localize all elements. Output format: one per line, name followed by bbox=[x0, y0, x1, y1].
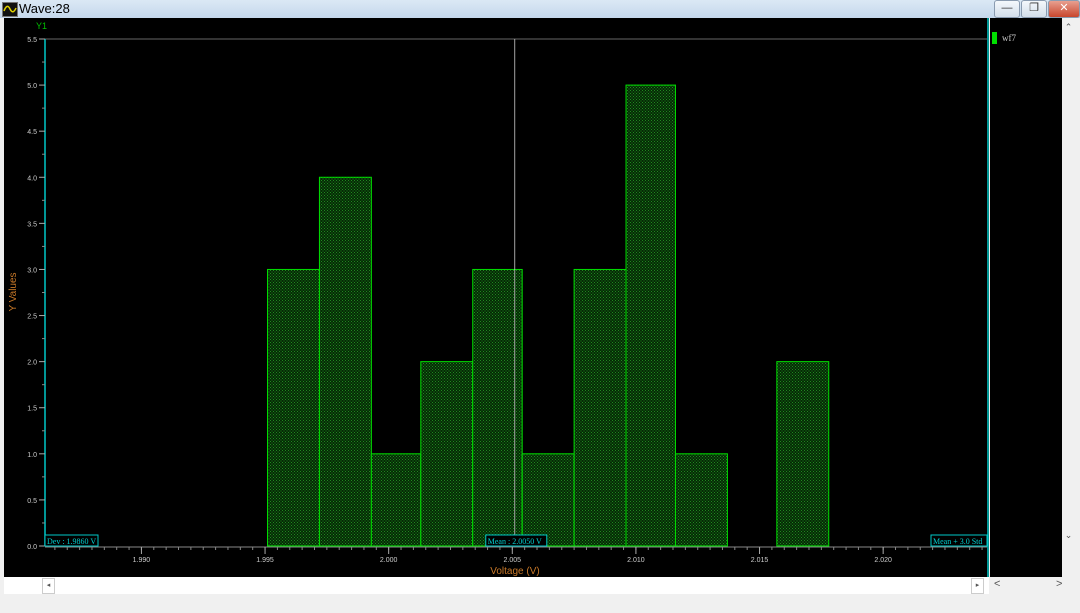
wave-icon bbox=[2, 2, 18, 17]
histogram-bar bbox=[521, 453, 575, 547]
x-tick-label: 1.990 bbox=[133, 557, 151, 564]
scroll-right-button[interactable]: ▸ bbox=[971, 578, 984, 594]
dev-marker-label-box bbox=[44, 534, 99, 547]
restore-button[interactable]: ❐ bbox=[1021, 0, 1047, 18]
y-tick-label: 5.0 bbox=[27, 83, 37, 90]
window-title: Wave:28 bbox=[19, 1, 70, 16]
chevron-up-icon[interactable]: ⌃ bbox=[1064, 22, 1073, 32]
histogram-bar bbox=[674, 453, 728, 547]
y-tick-label: 0.0 bbox=[27, 544, 37, 551]
legend-panel: wf7 bbox=[990, 18, 1062, 577]
y-axis-name: Y1 bbox=[36, 21, 47, 31]
dev-marker-label: Dev : 1.9860 V bbox=[47, 537, 96, 546]
histogram-bar bbox=[267, 268, 320, 547]
mean-marker-label-box bbox=[485, 534, 548, 547]
std-marker-label-box bbox=[930, 534, 988, 547]
y-axis-label: Y Values bbox=[8, 272, 19, 311]
chevron-left-icon[interactable]: < bbox=[994, 578, 1001, 590]
y-tick-label: 2.5 bbox=[27, 314, 37, 321]
mean-marker-label: Mean : 2.0050 V bbox=[488, 537, 542, 546]
y-tick-label: 3.5 bbox=[27, 221, 37, 228]
x-tick-label: 2.015 bbox=[751, 557, 769, 564]
chart-horizontal-scrollbar[interactable]: ◂ ▸ bbox=[4, 577, 989, 594]
legend-entry[interactable]: wf7 bbox=[1002, 33, 1016, 43]
legend-swatch bbox=[992, 32, 997, 44]
legend-horizontal-scrollbar[interactable]: < > bbox=[990, 577, 1075, 594]
std-marker-label: Mean + 3.0 Std bbox=[933, 537, 982, 546]
title-bar: Wave:28 — ❐ ✕ bbox=[0, 0, 1080, 18]
y-tick-label: 3.0 bbox=[27, 267, 37, 274]
y-tick-label: 1.0 bbox=[27, 452, 37, 459]
y-tick-label: 1.5 bbox=[27, 406, 37, 413]
chevron-right-icon[interactable]: > bbox=[1056, 578, 1063, 590]
histogram-bar bbox=[573, 268, 627, 547]
x-tick-label: 2.010 bbox=[627, 557, 645, 564]
x-axis-label: Voltage (V) bbox=[490, 566, 539, 577]
minimize-button[interactable]: — bbox=[994, 0, 1020, 18]
histogram-bar bbox=[776, 361, 830, 547]
scroll-left-button[interactable]: ◂ bbox=[42, 578, 55, 594]
y-tick-label: 4.0 bbox=[27, 175, 37, 182]
histogram-bar bbox=[420, 361, 474, 547]
y-tick-label: 5.5 bbox=[27, 37, 37, 44]
x-tick-label: 2.005 bbox=[504, 557, 522, 564]
histogram-bar bbox=[370, 453, 422, 547]
histogram-bar bbox=[318, 176, 372, 547]
x-tick-label: 2.020 bbox=[874, 557, 892, 564]
chevron-down-icon[interactable]: ⌄ bbox=[1064, 530, 1073, 540]
y-tick-label: 2.0 bbox=[27, 360, 37, 367]
y-tick-label: 0.5 bbox=[27, 498, 37, 505]
y-tick-label: 4.5 bbox=[27, 129, 37, 136]
x-tick-label: 1.995 bbox=[256, 557, 274, 564]
x-tick-label: 2.000 bbox=[380, 557, 398, 564]
histogram-bar bbox=[625, 84, 676, 547]
legend-vertical-scrollbar[interactable]: ⌃ ⌄ bbox=[1062, 18, 1075, 577]
